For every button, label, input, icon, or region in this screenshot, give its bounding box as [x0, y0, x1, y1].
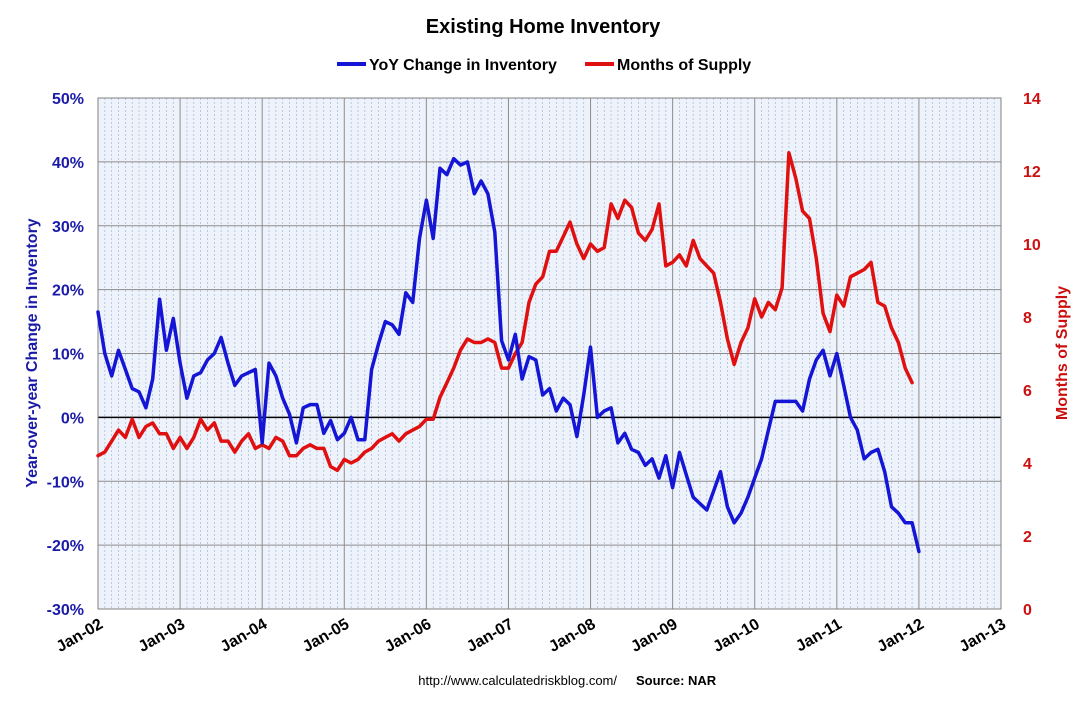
- x-tick-label: Jan-05: [300, 616, 352, 656]
- x-axis-ticks: Jan-02 Jan-03 Jan-04 Jan-05 Jan-06 Jan-07 Jan-…: [54, 616, 1009, 656]
- grid-lines: [98, 98, 1001, 609]
- right-axis-ticks: 0 2 4 6 8 10 12 14: [1023, 91, 1041, 619]
- x-tick-label: Jan-10: [710, 616, 762, 656]
- right-axis-label: Months of Supply: [1054, 286, 1071, 420]
- x-tick-label: Jan-08: [546, 616, 598, 656]
- x-tick-label: Jan-06: [382, 616, 434, 656]
- x-tick-label: Jan-12: [874, 616, 926, 656]
- x-tick-label: Jan-09: [628, 616, 680, 656]
- left-tick-label: 0%: [61, 410, 84, 427]
- left-tick-label: 10%: [52, 347, 84, 364]
- legend-label-supply: Months of Supply: [617, 57, 751, 74]
- footer-source: Source: NAR: [636, 673, 717, 688]
- x-tick-label: Jan-13: [957, 616, 1009, 656]
- left-tick-label: 30%: [52, 219, 84, 236]
- chart-title: Existing Home Inventory: [426, 16, 661, 38]
- x-tick-label: Jan-03: [136, 616, 188, 656]
- left-axis-ticks: -30% -20% -10% 0% 10% 20% 30% 40% 50%: [47, 91, 84, 619]
- legend: YoY Change in Inventory Months of Supply: [337, 57, 751, 74]
- right-tick-label: 8: [1023, 310, 1032, 327]
- series-layer: [96, 151, 921, 554]
- x-tick-label: Jan-07: [464, 616, 516, 656]
- x-tick-label: Jan-04: [218, 616, 270, 656]
- right-tick-label: 10: [1023, 237, 1041, 254]
- left-axis-label: Year-over-year Change in Inventory: [24, 218, 41, 488]
- left-tick-label: -20%: [47, 538, 84, 555]
- footer-url: http://www.calculatedriskblog.com/: [418, 673, 617, 688]
- left-tick-label: -10%: [47, 474, 84, 491]
- right-tick-label: 14: [1023, 91, 1041, 108]
- left-tick-label: 20%: [52, 283, 84, 300]
- left-tick-label: -30%: [47, 602, 84, 619]
- series-line-yoy: [96, 156, 921, 554]
- plot-frame: [97, 97, 1002, 610]
- right-tick-label: 12: [1023, 164, 1041, 181]
- series-line-supply: [96, 151, 914, 473]
- legend-label-yoy: YoY Change in Inventory: [369, 57, 557, 74]
- left-tick-label: 40%: [52, 155, 84, 172]
- right-tick-label: 4: [1023, 456, 1032, 473]
- right-tick-label: 0: [1023, 602, 1032, 619]
- left-tick-label: 50%: [52, 91, 84, 108]
- right-tick-label: 2: [1023, 529, 1032, 546]
- x-tick-label: Jan-02: [54, 616, 106, 656]
- right-tick-label: 6: [1023, 383, 1032, 400]
- plot-border: [97, 97, 1002, 610]
- x-tick-label: Jan-11: [793, 616, 845, 656]
